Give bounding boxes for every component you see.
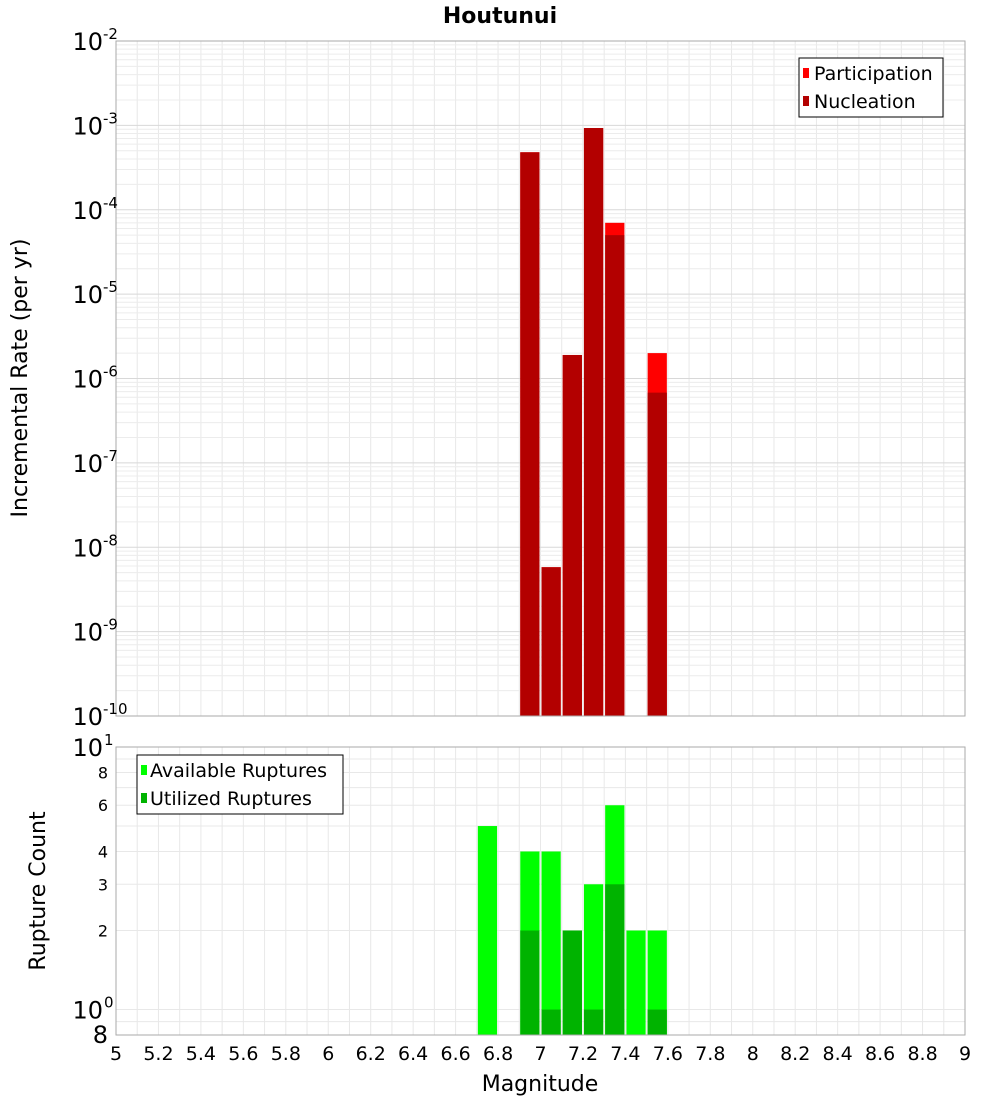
top-bar-b-4 (605, 235, 625, 716)
top-y-tick-exp: -2 (103, 25, 118, 43)
top-y-tick-base: 10 (72, 534, 103, 562)
bottom-y-tick-minor: 3 (98, 875, 108, 894)
top-y-tick-exp: -7 (103, 447, 118, 465)
bottom-bar-b-4 (605, 884, 625, 1035)
x-tick-label: 9 (959, 1043, 971, 1065)
top-y-tick-exp: -5 (103, 278, 118, 296)
x-tick-label: 8 (747, 1043, 759, 1065)
legend-swatch-nucleation (803, 96, 809, 106)
legend-swatch-utilized (141, 793, 147, 803)
top-y-tick-exp: -10 (103, 700, 128, 718)
top-y-tick-exp: -8 (103, 531, 118, 549)
x-tick-label: 5.6 (228, 1043, 258, 1065)
top-y-tick-base: 10 (72, 28, 103, 56)
x-tick-label: 6.4 (398, 1043, 428, 1065)
top-y-tick-base: 10 (72, 281, 103, 309)
bottom-bar-a-6 (626, 930, 646, 1035)
bottom-bar-b-0 (520, 930, 540, 1035)
bottom-plot-frame (115, 746, 966, 1036)
bottom-bar-b-3 (583, 1009, 604, 1035)
legend-label-utilized: Utilized Ruptures (150, 788, 312, 810)
top-plot-grid (115, 41, 966, 717)
bottom-bar-b-2 (562, 930, 582, 1035)
legend-label-participation: Participation (814, 63, 933, 85)
top-legend: Participation Nucleation (798, 57, 944, 118)
x-tick-label: 5.4 (186, 1043, 216, 1065)
x-tick-label: 6.2 (356, 1043, 386, 1065)
x-tick-label: 7 (534, 1043, 546, 1065)
chart-title: Houtunui (443, 4, 557, 29)
bottom-y-tick-minor: 8 (93, 1021, 108, 1049)
top-bar-b-0 (520, 152, 540, 716)
top-y-axis-label: Incremental Rate (per yr) (8, 239, 33, 518)
top-legend-box (798, 57, 944, 118)
x-tick-label: 8.8 (907, 1043, 937, 1065)
x-tick-label: 5.2 (143, 1043, 173, 1065)
top-y-tick-exp: -4 (103, 194, 118, 212)
top-y-tick-base: 10 (72, 197, 103, 225)
legend-label-available: Available Ruptures (150, 760, 327, 782)
x-tick-label: 7.4 (610, 1043, 640, 1065)
bottom-plot-bars (477, 805, 667, 1035)
top-bar-b-5 (647, 392, 667, 716)
bottom-legend: Available Ruptures Utilized Ruptures (136, 754, 344, 815)
top-y-tick-base: 10 (72, 450, 103, 478)
bottom-y-tick-minor: 2 (98, 922, 108, 941)
top-plot-frame (115, 40, 966, 717)
top-y-tick-exp: -9 (103, 616, 118, 634)
x-tick-label: 6.6 (440, 1043, 470, 1065)
x-tick-label: 6.8 (483, 1043, 513, 1065)
bottom-y-tick-base: 10 (72, 734, 103, 762)
top-y-tick-base: 10 (72, 366, 103, 394)
bottom-bar-a-4 (583, 884, 604, 1035)
bottom-y-tick-exp: 1 (104, 731, 114, 749)
x-axis-label: Magnitude (482, 1072, 599, 1097)
x-tick-label: 7.2 (568, 1043, 598, 1065)
legend-swatch-participation (803, 68, 809, 78)
bottom-y-tick-minor: 6 (98, 796, 108, 815)
bottom-y-tick-base: 10 (72, 997, 103, 1025)
x-tick-label: 8.2 (780, 1043, 810, 1065)
top-y-ticks: 10-210-310-410-510-610-710-810-910-10 (72, 25, 127, 731)
bottom-bar-a-0 (477, 826, 498, 1035)
bottom-y-tick-minor: 4 (98, 842, 108, 861)
bottom-bar-b-5 (647, 1009, 667, 1035)
top-bar-b-3 (583, 128, 604, 717)
x-ticks: 5 5.2 5.4 5.6 5.8 6 6.2 6.4 6.6 6.8 7 7.2 7.4 7.6 7.8 8… (110, 1043, 971, 1065)
top-plot-bars (520, 128, 667, 717)
bottom-y-axis-label: Rupture Count (26, 811, 51, 971)
top-bar-b-1 (541, 567, 561, 716)
top-y-tick-base: 10 (72, 703, 103, 731)
x-tick-label: 7.8 (695, 1043, 725, 1065)
bottom-y-tick-minor: 8 (98, 763, 108, 782)
top-y-tick-base: 10 (72, 112, 103, 140)
x-tick-label: 5 (110, 1043, 122, 1065)
x-tick-label: 5.8 (271, 1043, 301, 1065)
bottom-legend-box (136, 754, 344, 815)
legend-swatch-available (141, 765, 147, 775)
bottom-y-tick-exp: 0 (104, 994, 114, 1012)
top-y-tick-base: 10 (72, 619, 103, 647)
bottom-bar-a-2 (541, 851, 561, 1035)
top-y-tick-exp: -6 (103, 363, 118, 381)
x-tick-label: 7.6 (653, 1043, 683, 1065)
bottom-bar-a-7 (647, 930, 667, 1035)
bottom-bar-b-1 (541, 1009, 561, 1035)
x-tick-label: 8.6 (865, 1043, 895, 1065)
x-tick-label: 8.4 (823, 1043, 853, 1065)
top-bar-b-2 (562, 354, 582, 716)
top-y-tick-exp: -3 (103, 109, 118, 127)
x-tick-label: 6 (322, 1043, 334, 1065)
legend-label-nucleation: Nucleation (814, 91, 916, 113)
